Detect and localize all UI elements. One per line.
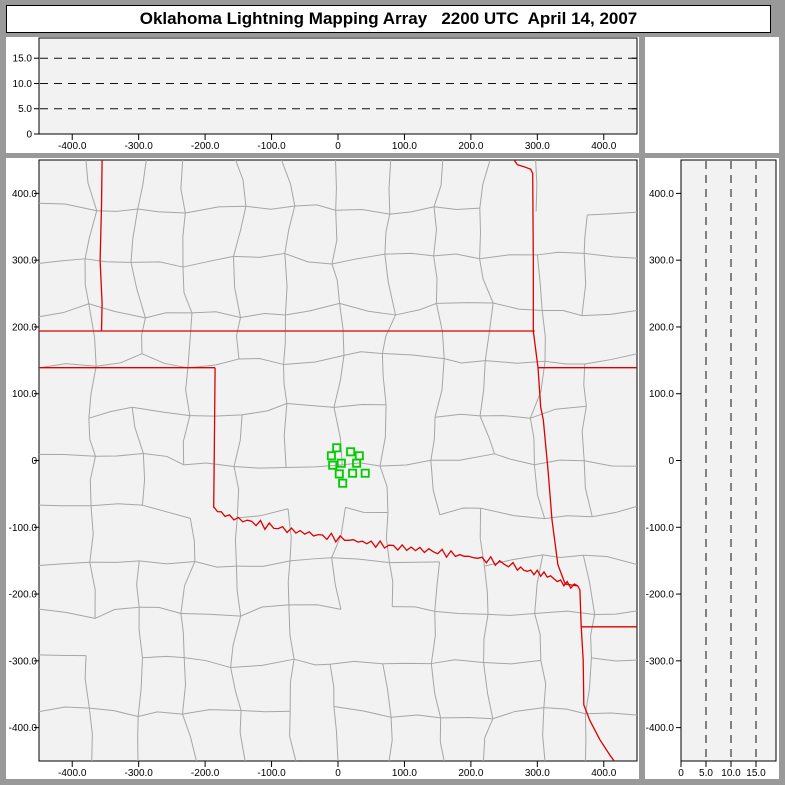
blank-corner-panel [645, 37, 779, 153]
lma-station-marker [328, 460, 338, 470]
tick-label: 100.0 [392, 141, 417, 152]
lma-station-marker [336, 458, 346, 468]
tick-label: 15.0 [746, 768, 766, 779]
altitude-gridlines [705, 161, 757, 760]
tick-label: 0 [26, 130, 32, 141]
lma-station-marker [334, 469, 344, 479]
tick-label: 400.0 [649, 189, 674, 200]
lma-station-marker [360, 468, 370, 478]
tick-label: -400.0 [9, 723, 38, 734]
county-boundaries [39, 160, 637, 761]
plan-view-panel: -400.0 -300.0 -200.0 -100.0 0 100.0 200.0 300.0… [6, 158, 639, 779]
red-river-border [213, 506, 579, 590]
ew-altitude-plot-area[interactable] [38, 37, 638, 135]
title-bar: Oklahoma Lightning Mapping Array 2200 UT… [6, 5, 771, 33]
lma-station-marker [346, 447, 356, 457]
tick-label: -400.0 [646, 723, 675, 734]
tick-label: 10.0 [721, 768, 741, 779]
tick-label: -200.0 [646, 590, 675, 601]
tick-label: 100.0 [649, 389, 674, 400]
lma-station-marker [326, 451, 336, 461]
tick-label: 400.0 [591, 768, 616, 779]
tick-label: 100.0 [392, 768, 417, 779]
altitude-gridlines [40, 57, 636, 110]
tick-label: -100.0 [257, 768, 286, 779]
tick-label: 0 [335, 141, 341, 152]
lma-stations [326, 443, 370, 488]
tick-label: 300.0 [649, 256, 674, 267]
tick-label: -100.0 [257, 141, 286, 152]
altitude-axis-ticks-left: 0 5.0 10.0 15.0 [13, 54, 39, 141]
tick-label: -400.0 [58, 768, 87, 779]
ew-altitude-panel: 0 5.0 10.0 15.0 -400.0 -300.0 -200.0 -100.0 0 100… [6, 37, 639, 153]
tick-label: -100.0 [646, 523, 675, 534]
tick-label: -300.0 [124, 768, 153, 779]
page-title: Oklahoma Lightning Mapping Array 2200 UT… [139, 9, 638, 28]
tick-label: -200.0 [191, 141, 220, 152]
ew-axis-ticks-bottom: -400.0 -300.0 -200.0 -100.0 0 100.0 200.0 300.0… [58, 134, 617, 152]
ns-altitude-plot-area[interactable] [680, 159, 777, 762]
altitude-axis-ticks-right [632, 57, 637, 135]
tick-label: -400.0 [58, 141, 87, 152]
lma-station-marker [332, 443, 342, 453]
tick-label: 100.0 [12, 389, 37, 400]
tick-label: 300.0 [525, 768, 550, 779]
tick-label: 300.0 [12, 256, 37, 267]
ns-altitude-panel: -400.0 -300.0 -200.0 -100.0 0 100.0 200.0 300.0… [645, 158, 779, 779]
tick-label: 300.0 [525, 141, 550, 152]
tick-label: 5.0 [699, 768, 713, 779]
tick-label: 5.0 [18, 104, 32, 115]
lma-station-marker [338, 478, 348, 488]
ns-axis-ticks-left: -400.0 -300.0 -200.0 -100.0 0 100.0 200.0 300.0… [9, 189, 39, 734]
tick-label: 200.0 [458, 141, 483, 152]
tick-label: 200.0 [12, 322, 37, 333]
tick-label: 10.0 [13, 79, 33, 90]
tick-label: 0 [678, 768, 684, 779]
tick-label: -300.0 [124, 141, 153, 152]
tick-label: 400.0 [591, 141, 616, 152]
state-borders [39, 160, 637, 761]
tick-label: 0 [31, 456, 37, 467]
ns-axis-ticks-left: -400.0 -300.0 -200.0 -100.0 0 100.0 200.0 300.0… [646, 189, 681, 734]
tick-label: -200.0 [9, 590, 38, 601]
tick-label: 200.0 [458, 768, 483, 779]
tick-label: 15.0 [13, 54, 33, 65]
lma-station-marker [348, 468, 358, 478]
ew-axis-ticks-bottom: -400.0 -300.0 -200.0 -100.0 0 100.0 200.0 300.0… [58, 761, 617, 779]
tick-label: 0 [335, 768, 341, 779]
tick-label: -300.0 [646, 656, 675, 667]
lma-station-marker [352, 458, 362, 468]
tick-label: 400.0 [12, 189, 37, 200]
tick-label: -200.0 [191, 768, 220, 779]
altitude-axis-ticks-bottom: 0 5.0 10.0 15.0 [678, 761, 766, 779]
tick-label: 0 [668, 456, 674, 467]
tick-label: 200.0 [649, 322, 674, 333]
tick-label: -300.0 [9, 656, 38, 667]
tick-label: -100.0 [9, 523, 38, 534]
